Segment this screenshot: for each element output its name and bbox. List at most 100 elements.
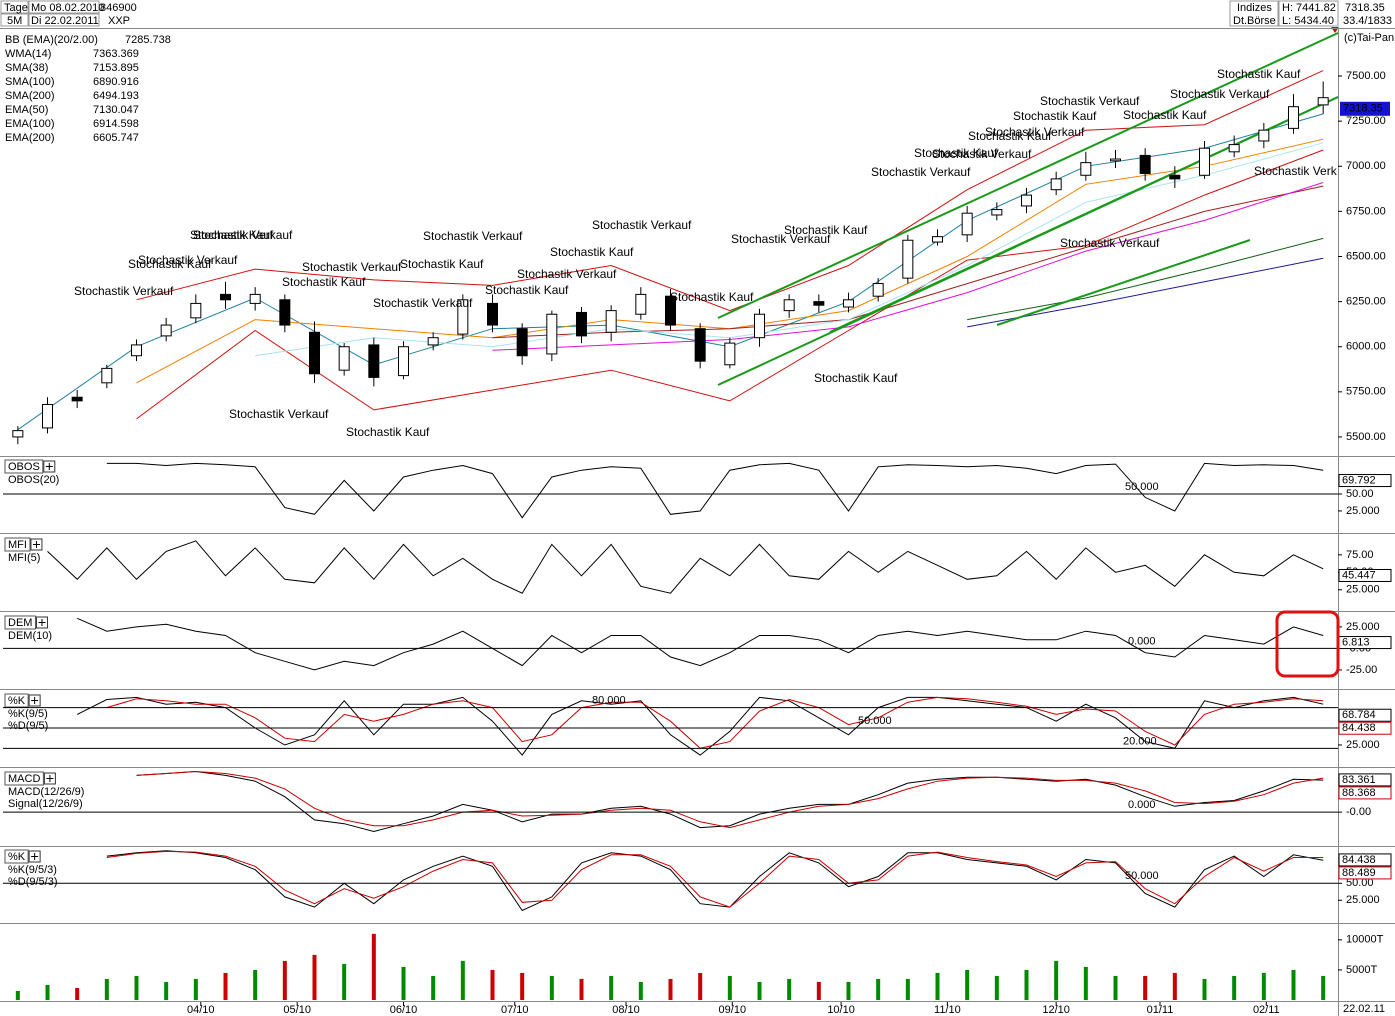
indicator-line (106, 850, 1324, 908)
y-tick-label: 50.00 (1346, 877, 1374, 889)
candle-body (249, 293, 261, 304)
band-upper (136, 70, 1324, 312)
volume-bar (520, 972, 525, 1000)
signal-annotation: Stochastik Verkauf (302, 260, 402, 274)
candle-body (546, 313, 558, 355)
volume-bar (727, 975, 732, 1000)
candle-body (487, 302, 498, 326)
y-tick-label: 7000.00 (1346, 160, 1386, 172)
x-tick-label: 11/10 (934, 1004, 961, 1016)
expand-icon (45, 463, 53, 470)
series-name: %D(9/5/3) (8, 876, 58, 888)
volume-bar (1321, 975, 1326, 1000)
series-name: Signal(12/26/9) (8, 798, 83, 810)
copyright: (c)Tai-Pan (1344, 32, 1394, 44)
volume-bar (1172, 972, 1177, 1000)
last: 7318.35 (1345, 2, 1385, 14)
volume-bar (1202, 978, 1207, 1000)
volume-bar (846, 981, 851, 1000)
legend-value: 6605.747 (93, 132, 139, 144)
signal-annotation: Stochastik Verkauf (871, 165, 971, 179)
level-label: 50.000 (1125, 870, 1159, 882)
candle-body (665, 295, 676, 326)
signal-annotation: Stochastik Kauf (1013, 109, 1097, 123)
candle-body (12, 430, 24, 438)
moving-average (492, 185, 1324, 339)
band-lower (136, 149, 1324, 420)
candle-body (516, 328, 528, 357)
level-label: 0.000 (1128, 799, 1156, 811)
candle-body (694, 328, 706, 362)
series-name: %D(9/5) (8, 720, 48, 732)
signal-annotation: Stochastik Kauf (400, 257, 484, 271)
candle-body (724, 342, 736, 366)
moving-average (967, 237, 1324, 321)
resolution: 5M (7, 15, 22, 27)
y-tick-label: 10000T (1346, 934, 1384, 946)
volume-bar (490, 969, 495, 1000)
candle-body (932, 236, 943, 243)
signal-annotation: Stochastik Verkauf (517, 267, 617, 281)
panel-title: %K (8, 695, 26, 707)
y-tick-label: 25.000 (1346, 739, 1380, 751)
indicator-line (47, 540, 1324, 594)
candle-body (872, 283, 884, 297)
volume-bar (994, 975, 999, 1000)
volume-bar (1291, 969, 1296, 1000)
volume-bar (75, 987, 80, 1000)
indicator-line (136, 770, 1324, 829)
volume-bar (312, 954, 317, 1000)
signal-annotation: Stochastik Verkauf (1060, 236, 1160, 250)
candle-body (190, 302, 202, 319)
last-price-box (1340, 101, 1390, 116)
trend-line (996, 239, 1251, 326)
signal-annotation: Stochastik Verkauf (229, 407, 329, 421)
indicator-line (76, 696, 1324, 756)
volume-bar (45, 984, 50, 1000)
y-tick-label: 75.00 (1346, 549, 1374, 561)
expand-icon (38, 619, 46, 626)
candle-body (813, 301, 825, 306)
candle-body (1139, 154, 1151, 174)
level-label: 50.000 (1125, 481, 1159, 493)
y-tick-label: 7250.00 (1346, 115, 1386, 127)
signal-annotation: Stochastik Kauf (968, 129, 1052, 143)
volume-bar (816, 981, 821, 1000)
legend-name: EMA(50) (5, 104, 48, 116)
series-name: %K(9/5) (8, 708, 48, 720)
signal-annotation: Stochastik Verkauf (932, 147, 1032, 161)
exchange: Dt.Börse (1233, 15, 1276, 27)
legend-name: SMA(38) (5, 62, 48, 74)
x-tick-label: 07/10 (501, 1004, 529, 1016)
series-name: %K(9/5/3) (8, 864, 57, 876)
panel-title: MFI (8, 539, 27, 551)
x-tick-label: 05/10 (283, 1004, 311, 1016)
volume-bar (134, 975, 139, 1000)
x-tick-label: 09/10 (719, 1004, 747, 1016)
date-from: Mo 08.02.2010 (31, 2, 104, 14)
x-tick-label: 08/10 (612, 1004, 640, 1016)
moving-average (492, 182, 1324, 351)
candle-body (427, 337, 439, 346)
candle-body (1199, 147, 1210, 176)
volume-bar (1143, 975, 1148, 1000)
signal-annotation: Stochastik Verkauf (138, 253, 238, 267)
level-label: 50.000 (858, 715, 892, 727)
volume-bar (757, 981, 762, 1000)
y-tick-label: 5500.00 (1346, 431, 1386, 443)
signal-annotation: Stochastik Kauf (282, 275, 366, 289)
y-tick-label: 6500.00 (1346, 250, 1386, 262)
legend-value: 7153.895 (93, 62, 139, 74)
signal-annotation: Stochastik Verkauf (592, 218, 692, 232)
expand-icon (32, 541, 40, 548)
expand-icon (31, 697, 39, 704)
volume-bar (579, 978, 584, 1000)
x-tick-label: 02/11 (1253, 1004, 1280, 1016)
last-value-box (1338, 474, 1392, 488)
last-value-box (1338, 568, 1392, 582)
volume-bar (371, 933, 376, 1000)
candle-body (635, 293, 647, 315)
panel-title-box (4, 459, 44, 474)
symbol: XXP (108, 15, 130, 27)
